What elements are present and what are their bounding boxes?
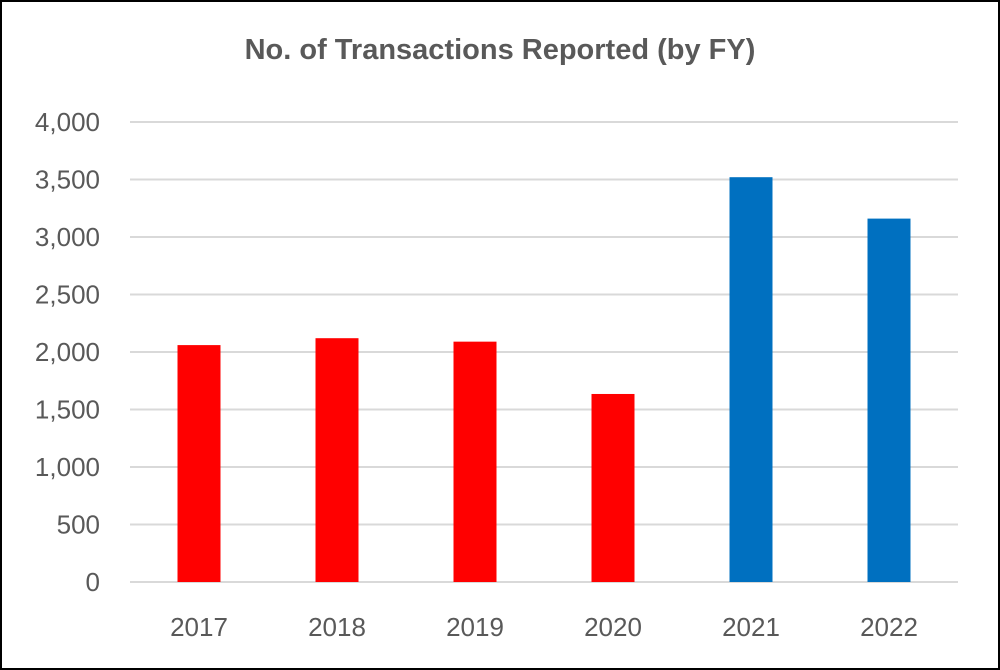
y-tick-label: 500: [57, 510, 100, 540]
x-tick-label: 2022: [860, 612, 918, 642]
bar-2017: [177, 345, 221, 582]
y-tick-label: 1,500: [35, 395, 100, 425]
y-tick-label: 2,000: [35, 337, 100, 367]
bar-2022: [867, 218, 911, 582]
y-tick-label: 1,000: [35, 452, 100, 482]
x-tick-label: 2018: [308, 612, 366, 642]
y-tick-label: 3,500: [35, 165, 100, 195]
bar-2019: [453, 341, 497, 582]
y-tick-label: 0: [86, 567, 100, 597]
y-tick-label: 4,000: [35, 107, 100, 137]
chart-title: No. of Transactions Reported (by FY): [244, 34, 756, 66]
y-tick-label: 3,000: [35, 222, 100, 252]
x-axis-ticks: 2017 2018 2019 2020 2021 2022: [170, 612, 918, 642]
bar-2018: [315, 338, 359, 582]
x-tick-label: 2020: [584, 612, 642, 642]
x-tick-label: 2019: [446, 612, 504, 642]
bars: [177, 177, 911, 582]
x-tick-label: 2021: [722, 612, 780, 642]
x-tick-label: 2017: [170, 612, 228, 642]
gridlines: [130, 121, 958, 583]
bar-2021: [729, 177, 773, 582]
y-axis-ticks: 0 500 1,000 1,500 2,000 2,500 3,000 3,500 4,000: [35, 107, 100, 597]
bar-2020: [591, 393, 635, 582]
y-tick-label: 2,500: [35, 280, 100, 310]
